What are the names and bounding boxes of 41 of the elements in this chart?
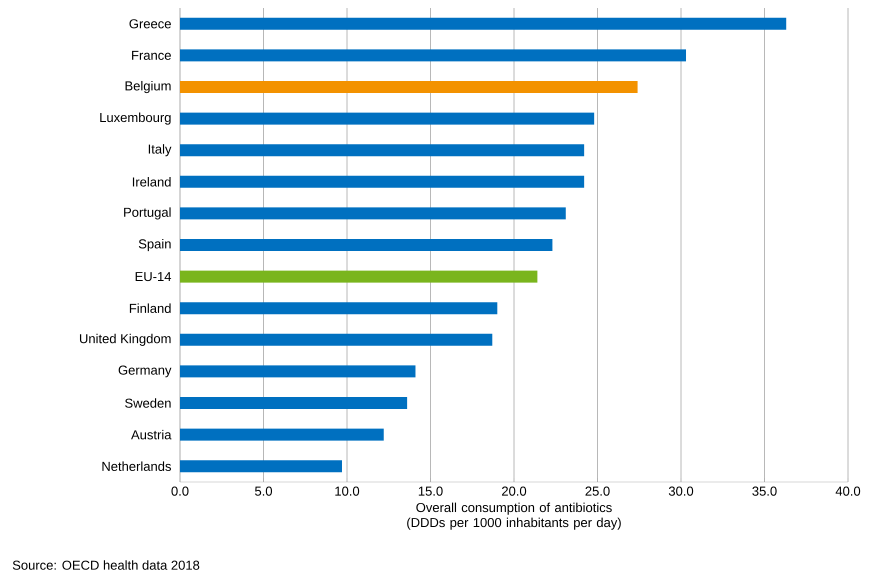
y-tick-label: Spain <box>138 238 171 252</box>
bar <box>180 239 552 252</box>
x-tick-label: 20.0 <box>502 486 526 496</box>
bar <box>180 334 492 346</box>
bar <box>180 428 384 441</box>
y-tick-label: Luxembourg <box>100 112 171 125</box>
y-tick-label: Italy <box>148 144 172 156</box>
y-tick-label: France <box>132 50 171 60</box>
y-tick-label: EU-14 <box>136 272 172 282</box>
y-tick-label: Germany <box>118 366 172 378</box>
bar <box>180 460 342 472</box>
bar <box>180 176 584 188</box>
x-tick-label: 25.0 <box>586 486 610 496</box>
x-tick-label: 0.0 <box>171 486 189 496</box>
y-tick-label: United Kingdom <box>80 334 171 346</box>
x-tick-label: 15.0 <box>418 486 443 496</box>
y-tick-label: Sweden <box>125 398 171 408</box>
bar <box>180 81 638 93</box>
bar <box>180 144 584 156</box>
y-tick-label: Portugal <box>124 207 171 220</box>
bar <box>180 365 416 378</box>
x-tick-label: 40.0 <box>836 486 860 496</box>
x-tick-label: 5.0 <box>254 486 272 496</box>
source-note: Source: OECD health data 2018 <box>12 560 200 570</box>
y-tick-label: Ireland <box>132 177 171 187</box>
bar <box>180 270 538 283</box>
x-tick-label: 30.0 <box>668 486 694 496</box>
y-tick-label: Austria <box>131 430 172 440</box>
x-axis-title: Overall consumption of antibiotics (DDDs per 1000 inhabitants per day) <box>407 502 621 530</box>
bar <box>180 207 566 220</box>
y-tick-label: Finland <box>130 303 171 313</box>
y-tick-label: Netherlands <box>102 461 171 471</box>
bar <box>180 302 498 314</box>
bar <box>180 49 686 62</box>
y-tick-label: Belgium <box>126 80 171 94</box>
x-tick-label: 35.0 <box>752 486 777 496</box>
bar <box>180 112 594 125</box>
x-tick-label: 10.0 <box>335 486 360 496</box>
bar <box>180 18 786 30</box>
bar <box>180 397 408 410</box>
y-tick-label: Greece <box>129 19 171 28</box>
